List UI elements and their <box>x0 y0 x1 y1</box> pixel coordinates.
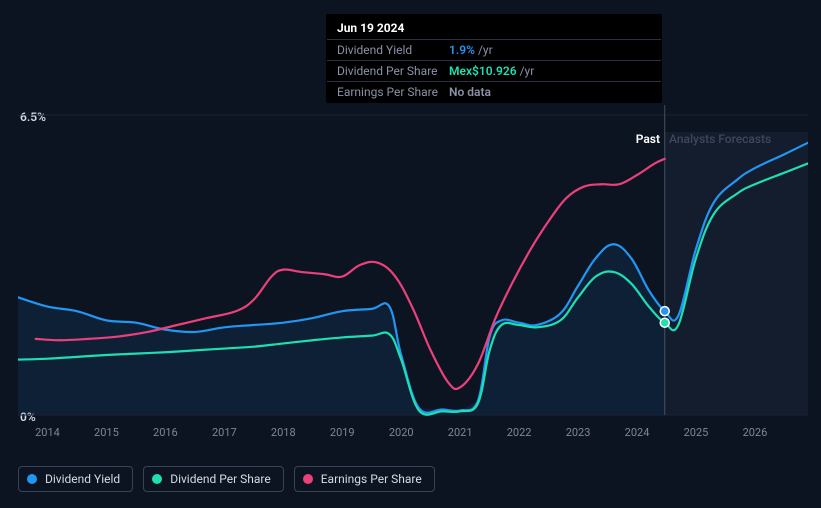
dividend-chart[interactable] <box>18 105 808 435</box>
x-tick: 2025 <box>684 426 709 439</box>
tooltip-row: Earnings Per ShareNo data <box>327 81 661 102</box>
tooltip-metric-label: Dividend Yield <box>337 43 449 57</box>
legend-item-earnings-per-share[interactable]: Earnings Per Share <box>294 466 435 492</box>
tooltip-date: Jun 19 2024 <box>327 15 661 39</box>
x-tick: 2021 <box>448 426 473 439</box>
tooltip-metric-value: 1.9% <box>449 43 475 57</box>
x-tick: 2020 <box>389 426 414 439</box>
tooltip-row: Dividend Yield1.9%/yr <box>327 39 661 60</box>
chart-tooltip: Jun 19 2024 Dividend Yield1.9%/yrDividen… <box>326 14 662 103</box>
x-tick: 2015 <box>94 426 119 439</box>
legend-label: Earnings Per Share <box>321 472 422 486</box>
legend-label: Dividend Yield <box>45 472 120 486</box>
x-tick: 2014 <box>35 426 60 439</box>
x-tick: 2019 <box>330 426 355 439</box>
x-axis: 2014 2015 2016 2017 2018 2019 2020 2021 2022 2023… <box>18 426 808 446</box>
chart-legend: Dividend Yield Dividend Per Share Earnings… <box>18 466 435 492</box>
tooltip-metric-label: Dividend Per Share <box>337 64 449 78</box>
x-tick: 2022 <box>507 426 532 439</box>
chart-svg <box>18 105 808 425</box>
legend-dot <box>152 474 162 484</box>
x-tick: 2016 <box>153 426 178 439</box>
tooltip-metric-value: No data <box>449 85 491 99</box>
x-tick: 2026 <box>743 426 768 439</box>
x-tick: 2017 <box>212 426 237 439</box>
x-tick: 2018 <box>271 426 296 439</box>
legend-dot <box>303 474 313 484</box>
x-tick: 2024 <box>625 426 650 439</box>
tooltip-unit: /yr <box>478 43 493 57</box>
tooltip-row: Dividend Per ShareMex$10.926/yr <box>327 60 661 81</box>
x-tick: 2023 <box>566 426 591 439</box>
tooltip-metric-label: Earnings Per Share <box>337 85 449 99</box>
tooltip-unit: /yr <box>520 64 535 78</box>
legend-dot <box>27 474 37 484</box>
legend-item-dividend-yield[interactable]: Dividend Yield <box>18 466 133 492</box>
legend-item-dividend-per-share[interactable]: Dividend Per Share <box>143 466 284 492</box>
legend-label: Dividend Per Share <box>170 472 271 486</box>
tooltip-metric-value: Mex$10.926 <box>449 64 517 78</box>
